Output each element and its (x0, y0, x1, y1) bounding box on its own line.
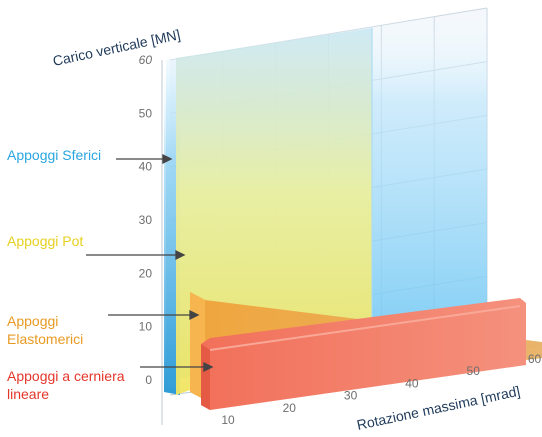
y-tick-label: 60 (139, 53, 153, 67)
label-appoggi-pot: Appoggi Pot (7, 233, 84, 249)
y-tick-label: 50 (139, 106, 153, 120)
y-tick-label: 20 (139, 266, 153, 280)
series-cerniera-highlight (209, 305, 521, 351)
label-appoggi-elastomerici: Appoggi Elastomerici (7, 294, 107, 348)
x-tick-label: 10 (221, 413, 235, 427)
label-arrows (86, 153, 214, 373)
y-tick-label: 40 (139, 160, 153, 174)
y-tick-label: 0 (145, 373, 152, 387)
label-appoggi-elastomerici-text: Appoggi Elastomerici (7, 313, 84, 347)
y-tick-label: 30 (139, 213, 153, 227)
x-tick-label: 50 (467, 364, 481, 378)
label-appoggi-cerniera: Appoggi a cerniera lineare (7, 349, 132, 403)
x-tick-label: 40 (405, 376, 419, 390)
x-tick-label: 30 (344, 389, 358, 403)
y-tick-label: 10 (139, 320, 153, 334)
series-cerniera-top (201, 298, 526, 410)
series-cerniera-front (201, 344, 210, 410)
x-axis-ticks: 10 20 30 40 50 60 (221, 352, 541, 427)
x-tick-label: 60 (528, 352, 542, 366)
label-appoggi-cerniera-text: Appoggi a cerniera lineare (7, 368, 125, 402)
x-tick-label: 20 (283, 401, 297, 415)
y-axis-ticks: 0 10 20 30 40 50 60 (139, 53, 153, 387)
label-appoggi-sferici: Appoggi Sferici (7, 147, 102, 163)
x-axis-title: Rotazione massima [mrad] (355, 383, 521, 433)
